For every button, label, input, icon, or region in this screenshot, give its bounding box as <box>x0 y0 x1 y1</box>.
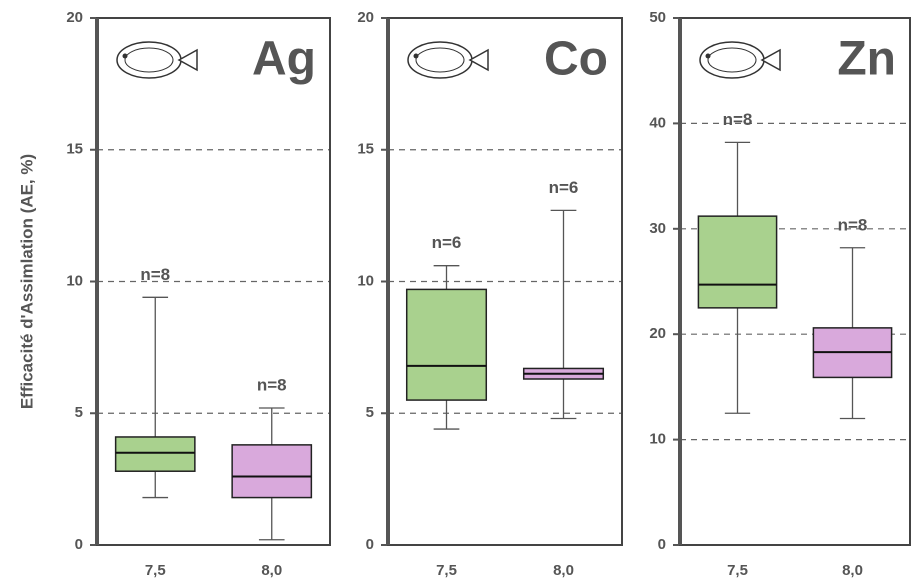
fish-icon <box>407 41 489 79</box>
fish-inner <box>415 47 465 73</box>
fish-inner <box>707 47 757 73</box>
fish-tail <box>468 48 489 72</box>
y-axis-label: Efficacité d'Assimlation (AE, %) <box>17 154 36 409</box>
y-tick-label: 15 <box>357 141 374 158</box>
y-tick-label: 0 <box>75 536 83 553</box>
fish-body <box>699 41 765 79</box>
count-label: n=8 <box>838 215 868 234</box>
y-tick-label: 20 <box>66 9 83 26</box>
box <box>231 444 313 499</box>
y-tick-label: 5 <box>366 404 374 421</box>
count-label: n=6 <box>549 178 579 197</box>
fish-icon <box>116 41 198 79</box>
y-tick-label: 0 <box>366 536 374 553</box>
fish-tail <box>760 48 781 72</box>
y-tick-label: 0 <box>658 536 666 553</box>
x-tick-label: 8,0 <box>553 562 574 579</box>
y-tick-label: 50 <box>649 9 666 26</box>
panel-title: Co <box>544 33 608 86</box>
box <box>405 288 488 401</box>
box <box>697 215 778 309</box>
count-label: n=8 <box>140 265 170 284</box>
fish-icon <box>699 41 781 79</box>
y-tick-label: 20 <box>357 9 374 26</box>
fish-eye <box>705 53 711 59</box>
count-label: n=8 <box>257 375 287 394</box>
y-tick-label: 10 <box>649 431 666 448</box>
x-tick-label: 8,0 <box>842 562 863 579</box>
fish-body <box>116 41 182 79</box>
count-label: n=6 <box>432 233 462 252</box>
fish-inner <box>124 47 174 73</box>
y-tick-label: 20 <box>649 325 666 342</box>
fish-tail <box>177 48 198 72</box>
y-tick-label: 5 <box>75 404 83 421</box>
y-tick-label: 15 <box>66 141 83 158</box>
y-tick-label: 30 <box>649 220 666 237</box>
box <box>114 436 196 472</box>
y-tick-label: 10 <box>357 272 374 289</box>
fish-eye <box>122 53 128 59</box>
panel-title: Ag <box>252 33 316 86</box>
x-tick-label: 7,5 <box>727 562 748 579</box>
fish-body <box>407 41 473 79</box>
x-tick-label: 7,5 <box>145 562 166 579</box>
fish-eye <box>413 53 419 59</box>
y-tick-label: 10 <box>66 272 83 289</box>
y-tick-label: 40 <box>649 114 666 131</box>
x-tick-label: 8,0 <box>261 562 282 579</box>
x-tick-label: 7,5 <box>436 562 457 579</box>
panel-title: Zn <box>837 33 896 86</box>
count-label: n=8 <box>723 110 753 129</box>
